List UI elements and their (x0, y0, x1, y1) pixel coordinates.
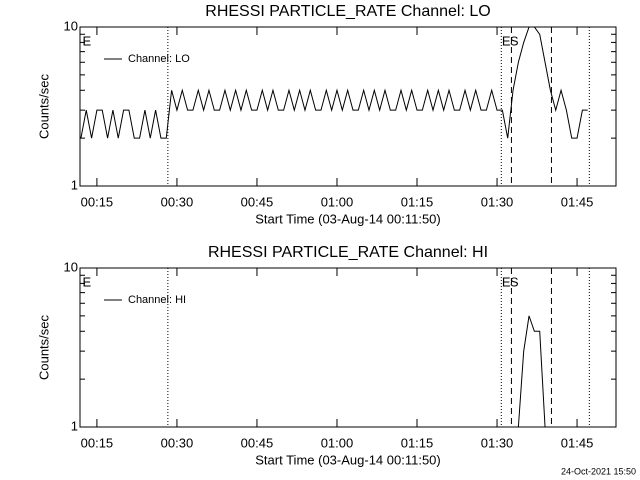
footer: 24-Oct-2021 15:50 (561, 466, 636, 476)
x-tick-label: 01:15 (401, 435, 434, 450)
chart-title: RHESSI PARTICLE_RATE Channel: LO (205, 3, 490, 20)
annotation: E (83, 33, 92, 48)
plot-frame (79, 267, 617, 428)
x-tick-label: 00:30 (161, 194, 194, 209)
annotation: E (502, 33, 511, 48)
x-tick-label: 01:45 (561, 435, 594, 450)
x-tick-label: 00:45 (241, 194, 274, 209)
x-tick-label: 00:15 (81, 435, 114, 450)
y-tick-label: 1 (71, 418, 78, 433)
plot-frame (79, 26, 617, 187)
x-axis-label: Start Time (03-Aug-14 00:11:50) (255, 452, 440, 467)
data-line (80, 26, 588, 139)
x-tick-label: 01:00 (321, 435, 354, 450)
y-tick-label: 10 (64, 259, 78, 274)
annotation: E (502, 274, 511, 289)
data-line (517, 315, 546, 428)
annotation: S (510, 274, 519, 289)
y-tick-label: 10 (64, 18, 78, 33)
legend-label: Channel: HI (128, 294, 186, 306)
y-tick-label: 1 (71, 177, 78, 192)
legend-label: Channel: LO (128, 53, 190, 65)
x-tick-label: 00:30 (161, 435, 194, 450)
annotation: E (83, 274, 92, 289)
chart-title: RHESSI PARTICLE_RATE Channel: HI (208, 244, 488, 261)
x-axis-label: Start Time (03-Aug-14 00:11:50) (255, 211, 440, 226)
x-tick-label: 01:00 (321, 194, 354, 209)
x-tick-label: 01:45 (561, 194, 594, 209)
y-axis-label: Counts/sec (36, 73, 51, 139)
x-tick-label: 01:30 (481, 194, 514, 209)
x-tick-label: 01:15 (401, 194, 434, 209)
x-tick-label: 00:45 (241, 435, 274, 450)
x-tick-label: 01:30 (481, 435, 514, 450)
annotation: S (510, 33, 519, 48)
y-axis-label: Counts/sec (36, 314, 51, 380)
x-tick-label: 00:15 (81, 194, 114, 209)
